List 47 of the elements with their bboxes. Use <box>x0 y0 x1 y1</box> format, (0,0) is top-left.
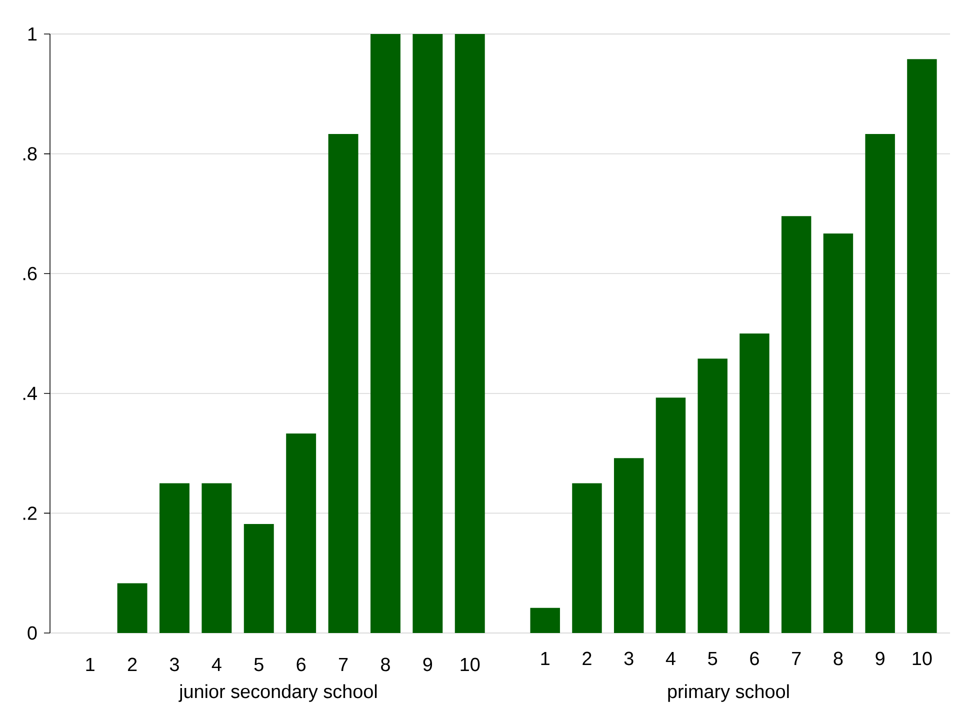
bar <box>781 216 812 633</box>
y-tick-label: .4 <box>23 386 37 400</box>
x-tick-label: 9 <box>423 658 432 672</box>
bar <box>286 434 316 633</box>
x-tick-label: 4 <box>212 658 222 671</box>
x-tick-label: 7 <box>338 658 348 671</box>
x-tick-label: 6 <box>750 652 759 666</box>
bar <box>865 134 895 633</box>
bar <box>454 34 485 633</box>
x-tick-label: 3 <box>624 652 634 666</box>
bar <box>328 134 358 633</box>
bar <box>370 34 400 633</box>
bar <box>698 358 728 633</box>
bar <box>202 483 232 633</box>
y-tick-label: 1 <box>28 27 37 41</box>
x-tick-label: 1 <box>86 658 94 671</box>
y-tick-label: .6 <box>23 266 37 280</box>
y-tick-label: .2 <box>23 506 37 520</box>
x-tick-label: 1 <box>541 652 550 665</box>
x-tick-label: 4 <box>666 652 676 665</box>
x-tick-label: 7 <box>792 652 801 665</box>
bar <box>160 483 190 633</box>
x-axis-title: primary school <box>668 684 789 702</box>
bar <box>614 458 644 633</box>
x-tick-label: 5 <box>708 652 718 666</box>
x-tick-label: 8 <box>381 658 390 672</box>
bar <box>572 483 602 633</box>
x-tick-label: 5 <box>254 658 264 672</box>
x-axis-title: junior secondary school <box>178 684 377 702</box>
x-tick-label: 2 <box>128 658 137 671</box>
x-tick-label: 9 <box>876 652 884 666</box>
x-tick-label: 10 <box>912 652 932 666</box>
y-tick-label: 0 <box>28 626 37 640</box>
x-tick-label: 8 <box>834 652 843 666</box>
bar <box>907 59 937 633</box>
bar <box>823 233 854 633</box>
bar <box>656 398 686 633</box>
x-tick-label: 2 <box>582 652 592 665</box>
x-tick-label: 10 <box>460 658 480 672</box>
bar <box>412 34 443 633</box>
bar <box>530 608 560 633</box>
y-tick-label: .8 <box>23 147 37 160</box>
bar <box>740 333 770 633</box>
bar <box>244 524 274 633</box>
x-tick-label: 6 <box>296 658 306 672</box>
x-tick-label: 3 <box>170 658 179 672</box>
bar <box>117 583 148 633</box>
